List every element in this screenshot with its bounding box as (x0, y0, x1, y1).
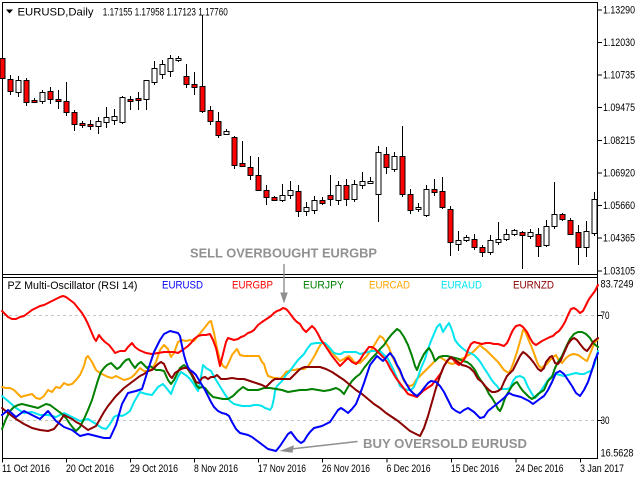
svg-text:EURJPY: EURJPY (303, 280, 345, 292)
svg-text:17 Nov 2016: 17 Nov 2016 (258, 463, 306, 475)
svg-text:1.12030: 1.12030 (603, 37, 635, 49)
svg-text:83.7249: 83.7249 (601, 279, 634, 291)
svg-text:8 Nov 2016: 8 Nov 2016 (194, 463, 238, 475)
svg-text:20 Oct 2016: 20 Oct 2016 (66, 463, 114, 475)
svg-text:1.04365: 1.04365 (603, 233, 635, 245)
svg-text:1.03105: 1.03105 (603, 266, 635, 278)
svg-text:6 Dec 2016: 6 Dec 2016 (387, 463, 431, 475)
svg-text:3 Jan 2017: 3 Jan 2017 (580, 463, 624, 475)
svg-text:1.08215: 1.08215 (603, 135, 635, 147)
svg-text:BUY OVERSOLD EURUSD: BUY OVERSOLD EURUSD (363, 436, 527, 451)
svg-text:EURUSD: EURUSD (162, 280, 203, 292)
svg-text:EURAUD: EURAUD (441, 280, 482, 292)
svg-text:1.10735: 1.10735 (603, 70, 635, 82)
svg-text:1.13290: 1.13290 (603, 5, 635, 17)
svg-text:26 Nov 2016: 26 Nov 2016 (322, 463, 370, 475)
svg-text:EURNZD: EURNZD (513, 280, 554, 292)
svg-text:PZ Multi-Oscillator (RSI 14): PZ Multi-Oscillator (RSI 14) (8, 280, 138, 292)
svg-text:29 Oct 2016: 29 Oct 2016 (130, 463, 178, 475)
svg-text:EURUSD,Daily: EURUSD,Daily (18, 7, 94, 19)
svg-text:11 Oct 2016: 11 Oct 2016 (2, 463, 50, 475)
svg-text:EURGBP: EURGBP (232, 280, 273, 292)
svg-text:16.5628: 16.5628 (601, 448, 634, 460)
svg-text:1.09475: 1.09475 (603, 102, 635, 114)
svg-text:24 Dec 2016: 24 Dec 2016 (516, 463, 564, 475)
svg-text:30: 30 (601, 415, 610, 427)
svg-text:SELL OVERBOUGHT EURGBP: SELL OVERBOUGHT EURGBP (190, 246, 377, 261)
svg-text:1.06920: 1.06920 (603, 168, 635, 180)
svg-text:1.05660: 1.05660 (603, 200, 635, 212)
svg-text:70: 70 (601, 310, 610, 322)
svg-text:15 Dec 2016: 15 Dec 2016 (451, 463, 499, 475)
svg-text:1.17155 1.17958 1.17123 1.1776: 1.17155 1.17958 1.17123 1.17760 (103, 7, 228, 19)
svg-text:EURCAD: EURCAD (369, 280, 410, 292)
